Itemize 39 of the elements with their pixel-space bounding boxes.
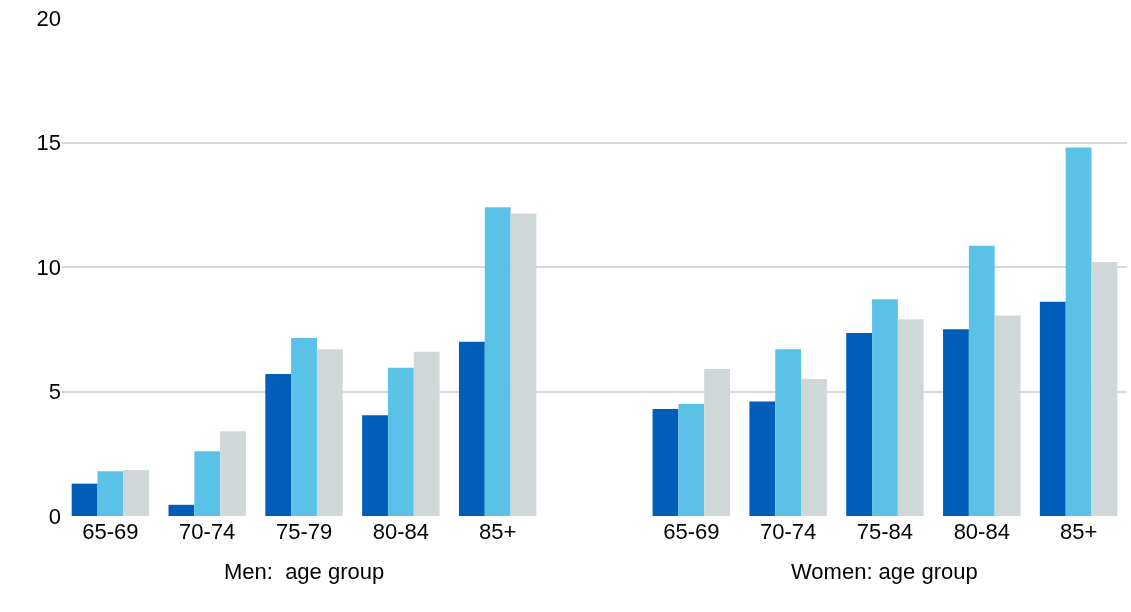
bar: [291, 337, 317, 516]
text: Women: age group: [791, 559, 978, 584]
bar: [652, 408, 679, 516]
x-tick-label: 75-79: [275, 519, 333, 544]
y-tick-label: 20: [36, 5, 61, 31]
x-tick-label: 80-84: [372, 519, 429, 544]
bar: [97, 471, 124, 516]
bar: [968, 245, 995, 516]
bar: [1039, 301, 1066, 516]
text: Men: age group: [224, 559, 385, 584]
x-tick-label: 80-84: [953, 519, 1010, 544]
bar: [220, 431, 246, 516]
bar: [123, 469, 150, 516]
bar: [265, 374, 292, 516]
x-tick-label: 70-74: [179, 519, 236, 544]
bar: [749, 401, 776, 516]
bar: [458, 341, 485, 516]
x-tick-label: 85+: [1059, 519, 1098, 544]
bar: [194, 451, 221, 516]
bar: [1065, 147, 1092, 516]
x-tick-label: 75-84: [856, 519, 914, 544]
y-tick-label: 0: [48, 503, 61, 529]
bar: [362, 415, 388, 516]
bar: [943, 329, 969, 516]
bar: [484, 207, 511, 516]
bar: [872, 299, 898, 516]
x-tick-label: 65-69: [82, 519, 139, 544]
bar: [387, 367, 414, 516]
x-tick-label: 65-69: [663, 519, 720, 544]
bar: [71, 483, 98, 516]
bar: [775, 349, 802, 516]
y-tick-label: 10: [36, 254, 61, 280]
bar: [678, 403, 705, 516]
y-tick-label: 15: [36, 130, 61, 156]
bar: [846, 332, 873, 516]
x-tick-label: 85+: [479, 519, 517, 544]
x-tick-label: 70-74: [760, 519, 817, 544]
bar: [168, 504, 195, 516]
y-tick-label: 5: [48, 379, 61, 405]
